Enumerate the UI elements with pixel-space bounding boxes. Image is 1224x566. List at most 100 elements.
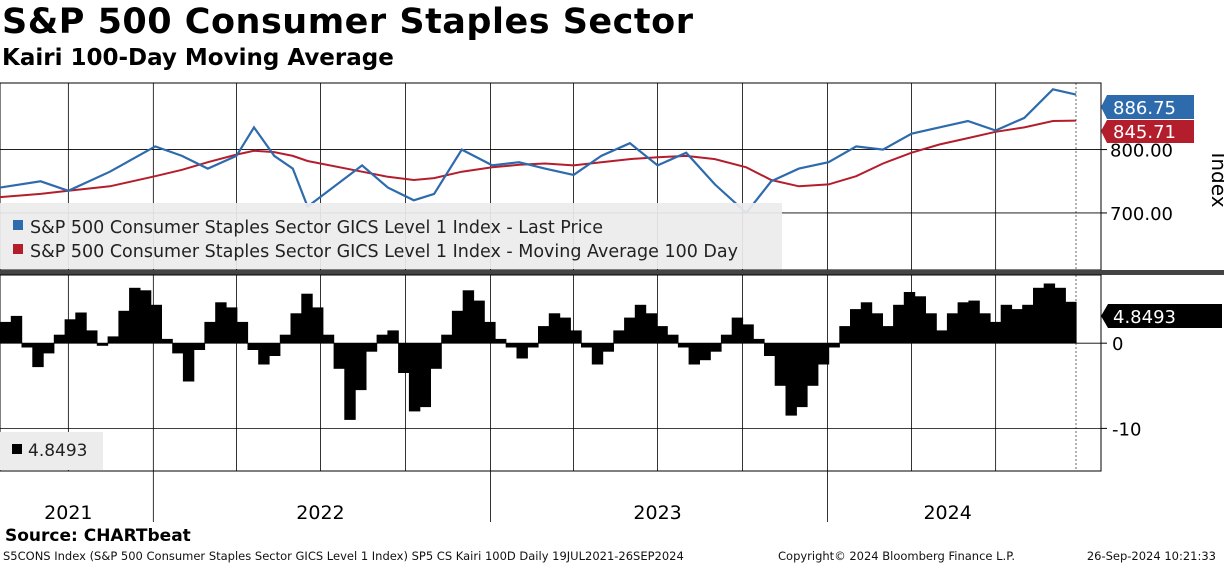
kairi-last-value: 4.8493	[1113, 307, 1176, 328]
kairi-bar	[32, 343, 44, 368]
last-price-line	[0, 88, 1077, 215]
price-legend-box	[0, 203, 782, 269]
kairi-bar	[53, 334, 66, 344]
kairi-bar	[150, 304, 162, 344]
price-tick-label: 700.00	[1110, 204, 1173, 225]
kairi-bar	[527, 343, 539, 348]
kairi-bar	[968, 300, 980, 344]
x-tick-label: 2024	[923, 502, 971, 524]
kairi-bar	[139, 290, 152, 344]
kairi-bar	[979, 313, 991, 344]
kairi-bar	[419, 343, 431, 408]
kairi-bar	[75, 312, 87, 344]
kairi-bar	[796, 343, 808, 408]
kairi-bar	[355, 343, 367, 391]
kairi-bar	[495, 338, 507, 344]
source-note: Source: CHARTbeat	[5, 526, 191, 546]
footer-timestamp: 26-Sep-2024 10:21:33	[1086, 549, 1216, 563]
kairi-bar	[602, 343, 614, 352]
kairi-bar	[387, 330, 399, 344]
kairi-legend-value: 4.8493	[28, 441, 87, 461]
kairi-bar	[1000, 304, 1013, 344]
kairi-last-tag: 4.8493	[1101, 304, 1222, 328]
footer-copyright: Copyright© 2024 Bloomberg Finance L.P.	[778, 549, 1015, 563]
kairi-bar	[559, 317, 571, 344]
kairi-bar	[516, 343, 528, 359]
kairi-bar	[764, 343, 776, 356]
kairi-bar	[365, 343, 378, 352]
kairi-bar	[322, 334, 335, 344]
kairi-gridlines	[0, 342, 1101, 429]
kairi-bar	[634, 304, 647, 344]
kairi-tick-label: 0	[1112, 334, 1123, 355]
kairi-bar	[204, 321, 216, 344]
kairi-bar	[731, 317, 744, 344]
kairi-bar	[107, 336, 119, 344]
kairi-bar	[710, 343, 722, 352]
kairi-bar	[785, 343, 797, 416]
kairi-bar	[645, 313, 657, 344]
chart-title: S&P 500 Consumer Staples Sector	[2, 2, 694, 42]
kairi-bar	[0, 321, 12, 344]
kairi-bar	[258, 343, 270, 365]
kairi-bar	[462, 290, 475, 344]
last-price-value: 886.75	[1113, 98, 1176, 119]
kairi-bar	[226, 307, 238, 344]
kairi-bar	[398, 343, 410, 373]
kairi-bar	[946, 313, 959, 344]
kairi-bar	[807, 343, 819, 386]
kairi-bar	[1054, 287, 1066, 344]
kairi-bar	[21, 343, 33, 348]
kairi-bar	[570, 330, 582, 344]
kairi-bar	[182, 343, 195, 382]
kairi-bar	[774, 343, 787, 386]
kairi-bar	[333, 343, 345, 369]
kairi-bar	[613, 330, 625, 344]
kairi-bar	[129, 287, 141, 344]
kairi-bar	[1065, 301, 1077, 344]
kairi-bar	[581, 343, 593, 348]
kairi-panel-frame	[0, 274, 1102, 472]
kairi-bar	[753, 338, 765, 344]
kairi-bar	[301, 293, 313, 344]
x-tick-label: 2021	[44, 502, 92, 524]
kairi-legend-swatch	[12, 444, 22, 454]
kairi-tick-label: -10	[1112, 419, 1141, 440]
price-tick-label: 800.00	[1110, 141, 1173, 162]
price-axis-label: Index	[1207, 152, 1224, 207]
kairi-bar	[591, 343, 604, 365]
kairi-bar	[161, 338, 173, 344]
kairi-bar	[484, 321, 496, 344]
kairi-bar	[215, 302, 227, 344]
kairi-bar	[118, 310, 130, 344]
kairi-bar	[1022, 304, 1034, 344]
kairi-bar	[720, 334, 733, 344]
kairi-bar	[376, 334, 388, 344]
kairi-bar	[10, 315, 23, 344]
ma-tag: 845.71	[1101, 120, 1194, 143]
kairi-bar	[1033, 287, 1045, 344]
kairi-bar	[914, 296, 926, 344]
kairi-bar	[548, 313, 561, 344]
kairi-bar	[290, 313, 302, 344]
legend-swatch-ma	[13, 244, 23, 254]
price-axis: 700.00 800.00	[1100, 83, 1173, 270]
kairi-bars	[0, 283, 1077, 420]
kairi-bar	[925, 313, 937, 344]
kairi-bar	[882, 326, 894, 344]
kairi-bar	[667, 334, 679, 344]
kairi-bar	[624, 317, 636, 344]
ma-100-line	[0, 119, 1077, 199]
kairi-bar	[699, 343, 711, 361]
kairi-bar	[312, 307, 324, 344]
legend-label-price: S&P 500 Consumer Staples Sector GICS Lev…	[30, 218, 603, 238]
kairi-bar	[193, 343, 206, 350]
kairi-bar	[344, 343, 356, 420]
kairi-bar	[505, 343, 518, 348]
chart-subtitle: Kairi 100-Day Moving Average	[2, 45, 394, 71]
kairi-bar	[538, 326, 550, 344]
kairi-bar	[871, 313, 883, 344]
kairi-bar	[688, 343, 700, 365]
kairi-bar	[86, 330, 98, 344]
last-price-tag: 886.75	[1101, 95, 1194, 119]
